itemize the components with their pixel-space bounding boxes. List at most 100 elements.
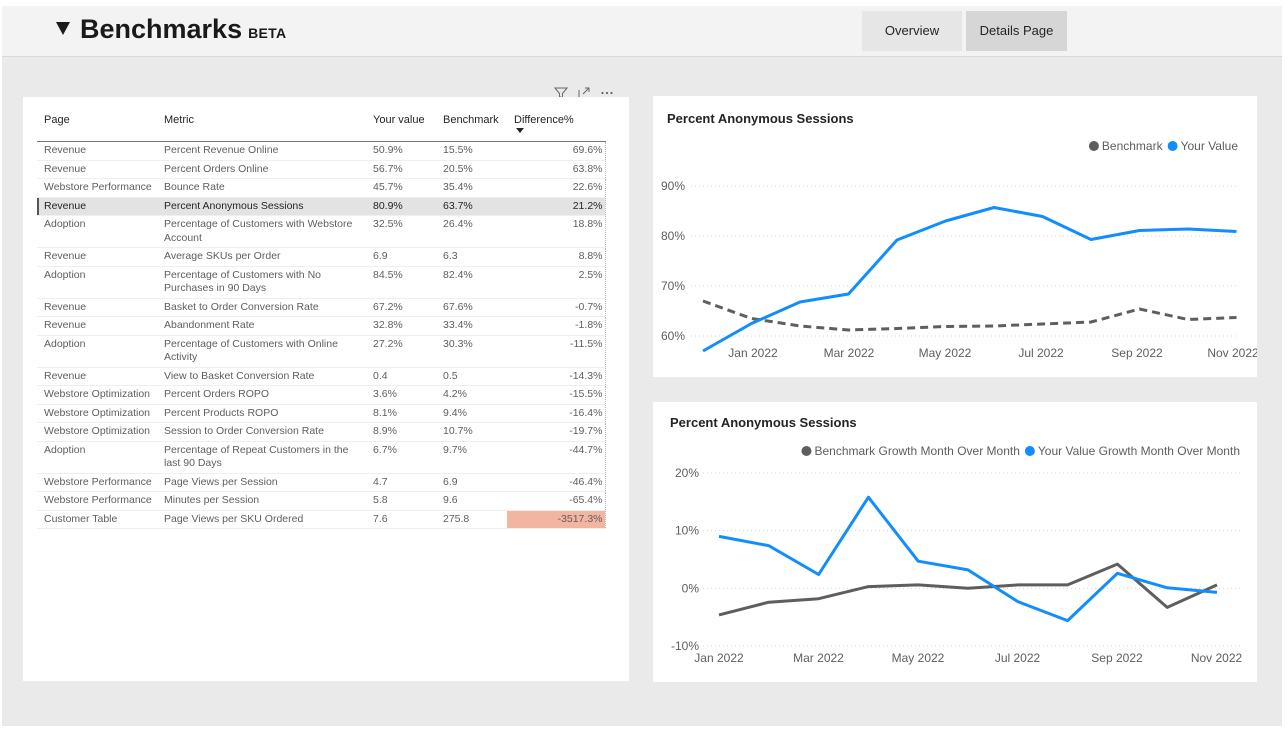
column-header-benchmark[interactable]: Benchmark — [436, 111, 507, 142]
cell-benchmark: 9.6 — [436, 491, 507, 511]
legend-marker-icon — [1167, 141, 1178, 151]
cell-metric: Page Views per Session — [157, 473, 366, 492]
series-line-your-value[interactable] — [702, 206, 1237, 353]
more-options-icon[interactable] — [600, 86, 614, 100]
cell-benchmark: 6.3 — [436, 247, 507, 267]
cell-page: Customer Table — [37, 510, 157, 529]
cell-page: Webstore Performance — [37, 491, 157, 511]
cell-metric: Percent Orders Online — [157, 160, 366, 179]
cell-your-value: 8.1% — [366, 404, 436, 423]
cell-benchmark: 15.5% — [436, 141, 507, 161]
cell-metric: Percent Anonymous Sessions — [157, 197, 366, 216]
table-row[interactable]: Adoption Percentage of Customers with Onl… — [37, 335, 606, 368]
cell-benchmark: 35.4% — [436, 178, 507, 198]
table-row[interactable]: Revenue View to Basket Conversion Rate 0.4… — [37, 367, 606, 386]
x-tick-label: Nov 2022 — [1191, 651, 1243, 665]
table-row[interactable]: Customer Table Page Views per SKU Ordered… — [37, 510, 606, 529]
column-header-difference-label: Difference% — [514, 114, 574, 126]
table-row[interactable]: Adoption Percentage of Customers with Web… — [37, 215, 606, 248]
column-header-difference[interactable]: Difference% — [507, 111, 605, 142]
series-line-benchmark[interactable] — [702, 299, 1237, 332]
cell-your-value: 3.6% — [366, 385, 436, 405]
x-tick-label: Sep 2022 — [1111, 346, 1163, 360]
legend-label: Benchmark — [1102, 139, 1164, 153]
cell-your-value: 32.8% — [366, 316, 436, 336]
x-tick-label: Mar 2022 — [824, 346, 875, 360]
y-tick-label: 60% — [661, 329, 685, 343]
cell-page: Revenue — [37, 160, 157, 179]
growth-month-over-month-line-chart[interactable]: -10% 0% 10% 20% Jan 2022 Mar 2022 May 2022 Jul … — [653, 402, 1257, 682]
legend-label: Benchmark Growth Month Over Month — [814, 444, 1019, 458]
cell-benchmark: 20.5% — [436, 160, 507, 179]
cell-metric: Bounce Rate — [157, 178, 366, 198]
cell-metric: View to Basket Conversion Rate — [157, 367, 366, 386]
cell-page: Revenue — [37, 316, 157, 336]
table-row[interactable]: Adoption Percentage of Repeat Customers i… — [37, 441, 606, 474]
table-row[interactable]: Revenue Basket to Order Conversion Rate 67… — [37, 298, 606, 317]
legend-marker-icon — [801, 446, 812, 456]
cell-page: Webstore Optimization — [37, 404, 157, 423]
y-tick-label: -10% — [671, 639, 699, 653]
cell-benchmark: 275.8 — [436, 510, 507, 529]
cell-metric: Percentage of Customers with No Purchase… — [157, 266, 366, 299]
column-header-page[interactable]: Page — [37, 111, 157, 142]
cell-your-value: 67.2% — [366, 298, 436, 317]
anonymous-sessions-line-chart[interactable]: 60% 70% 80% 90% Jan 2022 Mar 2022 May 2022 Jul … — [653, 96, 1257, 377]
cell-difference: 8.8% — [507, 247, 606, 267]
sort-descending-icon — [516, 128, 524, 133]
table-row[interactable]: Webstore Performance Page Views per Sessi… — [37, 473, 606, 492]
table-row[interactable]: Revenue Abandonment Rate 32.8% 33.4% -1.8% — [37, 316, 606, 336]
cell-your-value: 32.5% — [366, 215, 436, 248]
cell-page: Revenue — [37, 367, 157, 386]
report-header: Benchmarks BETA Overview Details Page — [2, 6, 1282, 57]
table-row[interactable]: Webstore Performance Minutes per Session 5… — [37, 491, 606, 511]
x-tick-label: May 2022 — [892, 651, 945, 665]
table-row[interactable]: Webstore Performance Bounce Rate 45.7% 35.4… — [37, 178, 606, 198]
cell-your-value: 56.7% — [366, 160, 436, 179]
table-row[interactable]: Revenue Average SKUs per Order 6.9 6.3 8.8% — [37, 247, 606, 267]
legend-marker-icon — [1088, 141, 1099, 151]
cell-page: Adoption — [37, 215, 157, 248]
cell-difference: -15.5% — [507, 385, 606, 405]
cell-your-value: 4.7 — [366, 473, 436, 492]
cell-page: Revenue — [37, 141, 157, 161]
cell-your-value: 50.9% — [366, 141, 436, 161]
x-tick-label: Jul 2022 — [995, 651, 1041, 665]
cell-page: Webstore Performance — [37, 178, 157, 198]
series-line-your-value-growth-month-over-month[interactable] — [718, 495, 1218, 623]
table-row[interactable]: Webstore Optimization Percent Orders ROPO… — [37, 385, 606, 405]
cell-benchmark: 10.7% — [436, 422, 507, 442]
cell-metric: Basket to Order Conversion Rate — [157, 298, 366, 317]
cell-metric: Minutes per Session — [157, 491, 366, 511]
column-header-metric[interactable]: Metric — [157, 111, 366, 142]
cell-your-value: 5.8 — [366, 491, 436, 511]
table-row[interactable]: Adoption Percentage of Customers with No … — [37, 266, 606, 299]
table-row[interactable]: Revenue Percent Revenue Online 50.9% 15.5% 6… — [37, 141, 606, 161]
cell-difference: -11.5% — [507, 335, 606, 368]
cell-your-value: 84.5% — [366, 266, 436, 299]
cell-your-value: 0.4 — [366, 367, 436, 386]
cell-page: Webstore Optimization — [37, 385, 157, 405]
series-line-benchmark-growth-month-over-month[interactable] — [718, 562, 1218, 617]
cell-your-value: 7.6 — [366, 510, 436, 529]
x-tick-label: Jul 2022 — [1018, 346, 1064, 360]
legend-label: Your Value Growth Month Over Month — [1038, 444, 1240, 458]
cell-difference: 22.6% — [507, 178, 606, 198]
cell-metric: Percent Orders ROPO — [157, 385, 366, 405]
table-row[interactable]: Webstore Optimization Percent Products RO… — [37, 404, 606, 423]
column-header-your-value[interactable]: Your value — [366, 111, 436, 142]
cell-difference: -16.4% — [507, 404, 606, 423]
anonymous-sessions-chart-card: Percent Anonymous Sessions 60% 70% 80% 90% J… — [653, 96, 1257, 377]
cell-benchmark: 30.3% — [436, 335, 507, 368]
cell-your-value: 45.7% — [366, 178, 436, 198]
cell-metric: Percentage of Customers with Webstore Ac… — [157, 215, 366, 248]
x-tick-label: Jan 2022 — [694, 651, 744, 665]
overview-button[interactable]: Overview — [862, 11, 962, 51]
table-row[interactable]: Webstore Optimization Session to Order Co… — [37, 422, 606, 442]
cell-benchmark: 9.4% — [436, 404, 507, 423]
cell-difference: -3517.3% — [507, 510, 606, 529]
details-page-button[interactable]: Details Page — [966, 11, 1067, 51]
triangle-down-icon[interactable] — [56, 22, 70, 35]
table-row[interactable]: Revenue Percent Orders Online 56.7% 20.5% 63… — [37, 160, 606, 179]
table-row[interactable]: Revenue Percent Anonymous Sessions 80.9% 63… — [37, 197, 606, 216]
